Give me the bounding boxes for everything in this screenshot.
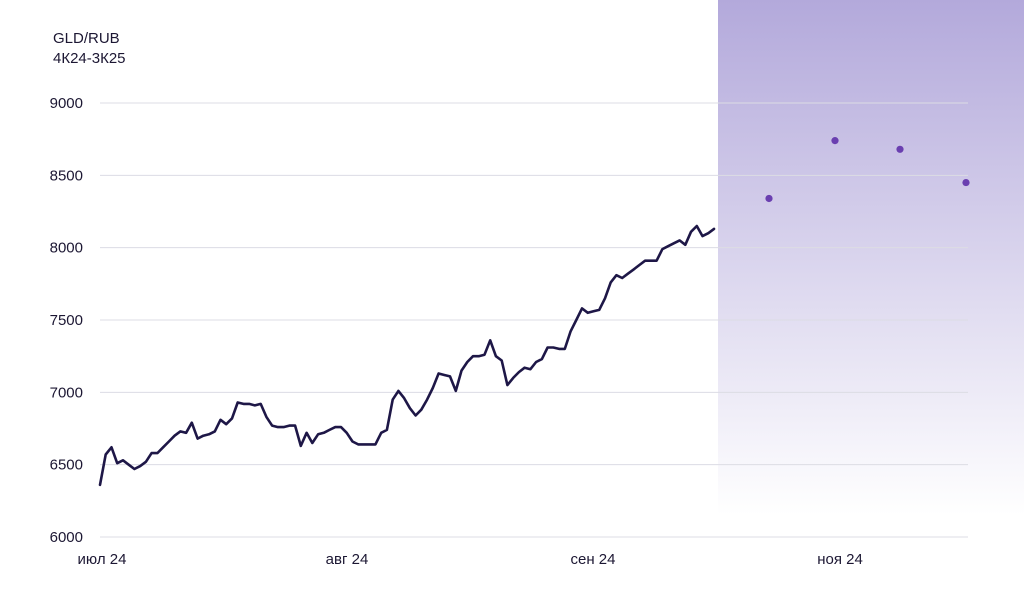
- y-tick-label: 6500: [50, 457, 83, 474]
- forecast-point: [765, 194, 773, 203]
- chart-title: GLD/RUB: [53, 30, 120, 47]
- forecast-band: [718, 0, 1024, 515]
- x-tick-label: авг 24: [326, 551, 369, 568]
- y-tick-label: 8500: [50, 167, 83, 184]
- series-group: [98, 137, 970, 487]
- y-tick-label: 7000: [50, 384, 83, 401]
- chart-subtitle: 4К24-3К25: [53, 50, 126, 67]
- x-axis: июл 24 авг 24 сен 24 ноя 24: [78, 551, 863, 568]
- forecast-point: [896, 145, 904, 153]
- forecast-point: [962, 178, 970, 187]
- chart-title-block: GLD/RUB 4К24-3К25: [53, 29, 126, 69]
- forecast-point: [831, 137, 839, 145]
- y-tick-label: 7500: [50, 312, 83, 329]
- price-line: [98, 224, 716, 487]
- x-tick-label: сен 24: [571, 551, 616, 568]
- y-axis: 6000 6500 7000 7500 8000 8500 9000: [50, 95, 83, 546]
- y-tick-label: 6000: [50, 529, 83, 546]
- y-tick-label: 9000: [50, 95, 83, 112]
- x-tick-label: июл 24: [78, 551, 127, 568]
- y-tick-label: 8000: [50, 240, 83, 257]
- x-tick-label: ноя 24: [817, 551, 863, 568]
- grid: [100, 102, 968, 538]
